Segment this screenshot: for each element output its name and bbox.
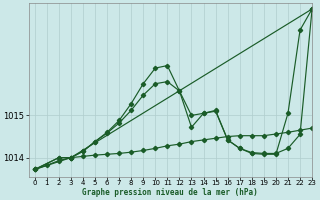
X-axis label: Graphe pression niveau de la mer (hPa): Graphe pression niveau de la mer (hPa) (83, 188, 258, 197)
